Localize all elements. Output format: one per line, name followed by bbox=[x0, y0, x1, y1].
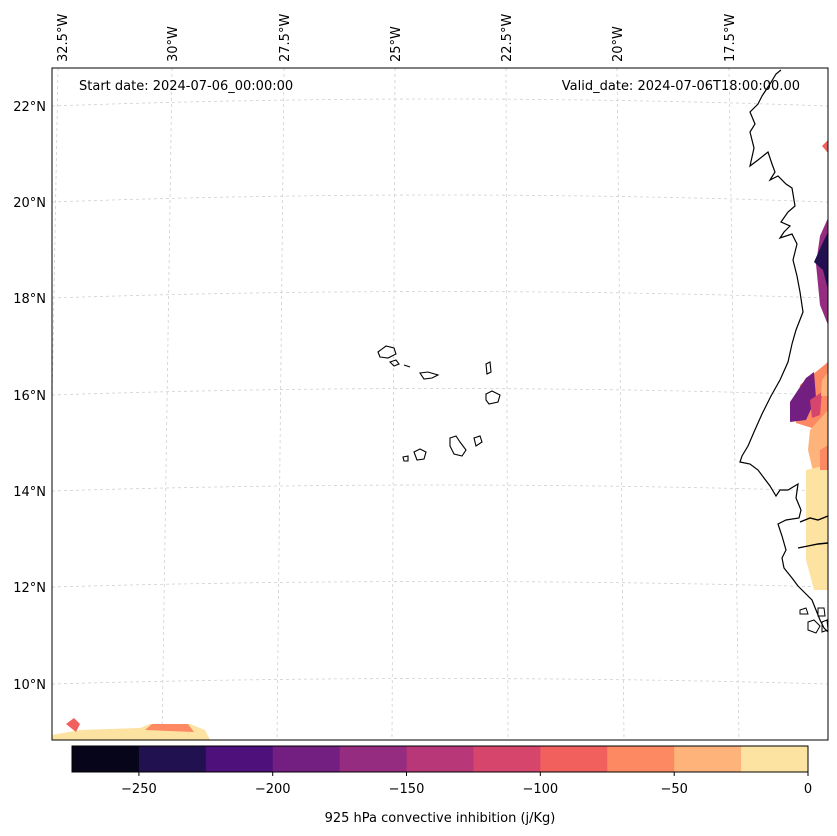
lat-label: 18°N bbox=[13, 292, 46, 307]
africa-coastline bbox=[739, 69, 828, 633]
cape-verde-islands bbox=[377, 345, 501, 462]
bissagos-islands bbox=[799, 607, 828, 634]
colorbar-segment bbox=[138, 746, 207, 772]
map-area bbox=[52, 68, 828, 740]
colorbar-tick-label: −200 bbox=[255, 782, 291, 797]
lon-label: 17.5°W bbox=[723, 14, 738, 62]
map-border bbox=[51, 67, 829, 741]
colorbar-tick-label: 0 bbox=[804, 782, 812, 797]
cin-contour-fill bbox=[52, 140, 828, 740]
lon-label: 30°W bbox=[166, 26, 181, 62]
lat-label: 14°N bbox=[13, 485, 46, 500]
valid-date-label: Valid_date: 2024-07-06T18:00:00.00 bbox=[562, 79, 800, 94]
colorbar-title: 925 hPa convective inhibition (j/Kg) bbox=[325, 811, 556, 826]
latitude-labels: 22°N 20°N 18°N 16°N 14°N 12°N 10°N bbox=[13, 100, 46, 693]
lat-label: 22°N bbox=[13, 100, 46, 115]
longitude-gridlines bbox=[52, 68, 740, 740]
lon-label: 25°W bbox=[389, 26, 404, 62]
colorbar-tick-label: −150 bbox=[389, 782, 425, 797]
colorbar-segment bbox=[540, 746, 608, 772]
colorbar-segment bbox=[607, 746, 675, 772]
colorbar: −250 −200 −150 −100 −50 0 925 hPa convec… bbox=[71, 745, 812, 826]
colorbar-segment bbox=[272, 746, 341, 772]
lat-label: 20°N bbox=[13, 196, 46, 211]
colorbar-segment bbox=[473, 746, 541, 772]
lon-label: 27.5°W bbox=[278, 14, 293, 62]
colorbar-tick-label: −250 bbox=[121, 782, 157, 797]
colorbar-tick-label: −50 bbox=[660, 782, 687, 797]
colorbar-tick-label: −100 bbox=[522, 782, 558, 797]
colorbar-segment bbox=[205, 746, 274, 772]
gambia-river bbox=[799, 515, 828, 523]
colorbar-segment bbox=[674, 746, 742, 772]
colorbar-segment bbox=[741, 746, 809, 772]
lon-label: 22.5°W bbox=[500, 14, 515, 62]
lat-label: 12°N bbox=[13, 581, 46, 596]
lon-label: 32.5°W bbox=[56, 14, 71, 62]
colorbar-segment bbox=[72, 746, 140, 772]
lon-label: 20°W bbox=[611, 26, 626, 62]
longitude-labels: 32.5°W 30°W 27.5°W 25°W 22.5°W 20°W 17.5… bbox=[56, 14, 738, 62]
lat-label: 10°N bbox=[13, 678, 46, 693]
colorbar-segment bbox=[406, 746, 474, 772]
border-line bbox=[797, 542, 828, 549]
lat-label: 16°N bbox=[13, 389, 46, 404]
colorbar-segment bbox=[339, 746, 408, 772]
start-date-label: Start date: 2024-07-06_00:00:00 bbox=[79, 79, 293, 94]
colorbar-frame bbox=[71, 745, 809, 773]
